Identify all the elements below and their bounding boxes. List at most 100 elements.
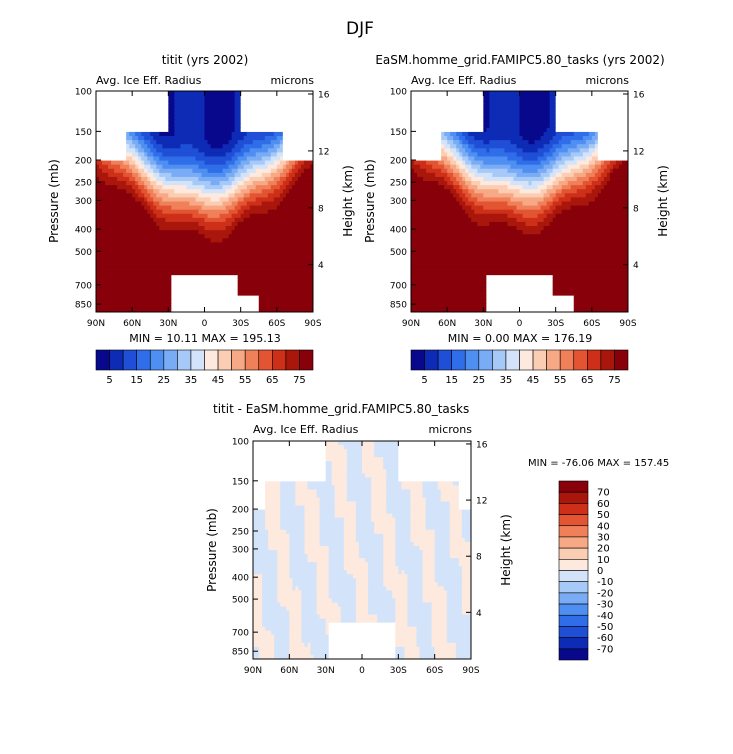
colorbar-label: -40 <box>597 611 613 622</box>
field-cell <box>289 570 318 575</box>
field-cell <box>253 602 263 608</box>
field-cell <box>603 176 611 182</box>
panel-title: titit (yrs 2002) <box>162 53 249 67</box>
field-cell <box>459 185 463 190</box>
field-cell <box>282 181 290 186</box>
field-cell <box>438 181 448 186</box>
field-cell <box>458 497 471 503</box>
field-cell <box>411 213 469 219</box>
field-cell <box>346 465 363 470</box>
field-cell <box>411 152 442 158</box>
field-cell <box>368 566 384 571</box>
field-cell <box>395 630 418 636</box>
field-cell <box>96 226 160 231</box>
field-cell <box>489 107 521 113</box>
field-cell <box>249 172 263 178</box>
colorbar-swatch <box>573 349 588 371</box>
field-cell <box>280 481 296 487</box>
field-cell <box>174 131 206 137</box>
field-cell <box>588 131 596 137</box>
field-cell <box>334 493 348 499</box>
field-cell <box>555 103 628 108</box>
field-cell <box>144 140 151 145</box>
field-cell <box>422 570 436 575</box>
field-cell <box>368 606 396 612</box>
field-cell <box>450 144 457 149</box>
field-cell <box>174 103 206 108</box>
field-cell <box>316 493 336 499</box>
field-cell <box>204 99 236 104</box>
field-cell <box>240 95 313 100</box>
field-cell <box>150 164 157 170</box>
field-cell <box>395 622 409 628</box>
field-cell <box>265 481 281 487</box>
field-cell <box>355 602 369 608</box>
field-cell <box>253 650 260 656</box>
field-cell <box>594 164 602 170</box>
field-cell <box>168 95 175 100</box>
field-cell <box>519 131 545 137</box>
field-cell <box>261 189 275 194</box>
field-cell <box>268 537 290 543</box>
field-cell <box>147 185 154 190</box>
field-cell <box>411 185 445 190</box>
field-cell <box>295 497 321 503</box>
field-cell <box>135 148 139 153</box>
field-cell <box>252 140 272 145</box>
field-cell <box>168 111 175 117</box>
field-cell <box>168 115 175 121</box>
field-cell <box>231 131 248 137</box>
field-cell <box>483 193 515 198</box>
field-cell <box>261 144 275 149</box>
field-cell <box>282 148 313 153</box>
field-cell <box>325 477 333 482</box>
colorbar-swatch <box>190 349 205 371</box>
field-cell <box>313 654 330 659</box>
field-cell <box>561 209 628 215</box>
field-cell <box>144 148 151 153</box>
field-cell <box>319 529 345 535</box>
y-tick-label: 500 <box>232 596 249 606</box>
field-cell <box>449 545 471 551</box>
field-cell <box>392 513 412 519</box>
field-cell <box>153 136 206 141</box>
field-cell <box>274 634 290 640</box>
field-cell <box>449 505 460 511</box>
field-cell <box>285 172 290 178</box>
field-cell <box>582 181 593 186</box>
field-cell <box>334 485 348 491</box>
field-cell <box>383 457 399 462</box>
field-cell <box>253 578 263 583</box>
field-cell <box>285 185 293 190</box>
field-cell <box>234 193 245 198</box>
field-cell <box>411 176 424 182</box>
field-cell <box>204 107 236 113</box>
field-cell <box>153 201 160 207</box>
field-cell <box>168 99 175 104</box>
field-cell <box>371 513 393 519</box>
field-cell <box>316 594 330 600</box>
field-cell <box>455 642 471 648</box>
field-cell <box>449 513 463 519</box>
field-cell <box>540 136 554 141</box>
field-cell <box>410 497 427 503</box>
field-cell <box>540 189 548 194</box>
field-cell <box>486 148 490 153</box>
field-cell <box>328 642 396 648</box>
field-cell <box>411 197 457 203</box>
colorbar-swatch <box>272 349 287 371</box>
field-cell <box>450 148 457 153</box>
field-cell <box>355 578 369 583</box>
field-cell <box>465 209 475 215</box>
field-cell <box>279 176 287 182</box>
field-cell <box>552 144 563 149</box>
y-tick-label: 250 <box>75 179 92 189</box>
field-cell <box>319 537 345 543</box>
field-cell <box>144 136 154 141</box>
field-cell <box>99 164 109 170</box>
field-cell <box>425 521 451 527</box>
field-cell <box>132 172 139 178</box>
field-cell <box>471 217 518 223</box>
field-cell <box>579 164 590 170</box>
field-cell <box>243 144 263 149</box>
